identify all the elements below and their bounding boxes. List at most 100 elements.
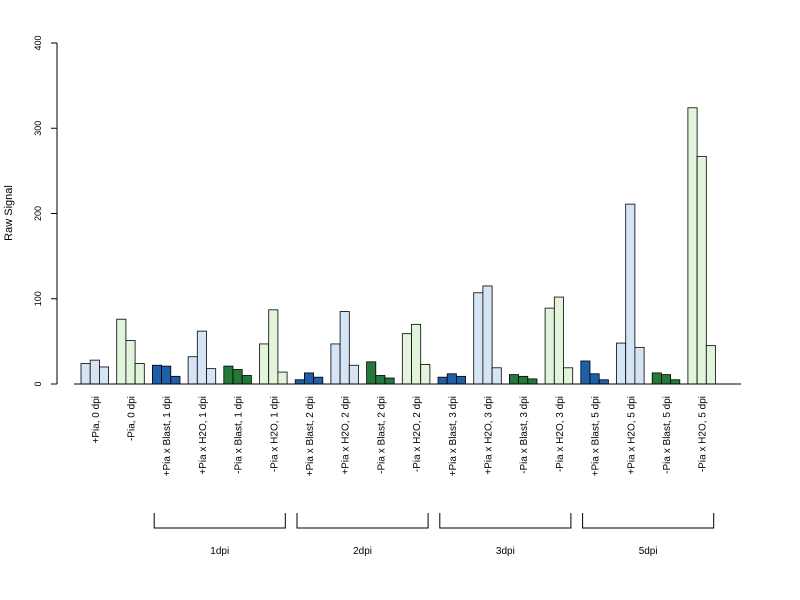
category-label: +Pia x H2O, 2 dpi bbox=[341, 396, 352, 475]
group-label: 5dpi bbox=[639, 546, 658, 557]
y-tick-label: 400 bbox=[33, 35, 43, 50]
bar bbox=[696, 155, 707, 385]
y-axis-title: Raw Signal bbox=[3, 185, 15, 241]
group-brackets: 1dpi 2dpi 3dpi 5dpi bbox=[153, 513, 715, 557]
bar bbox=[527, 378, 538, 385]
category-label: -Pia x Blast, 5 dpi bbox=[662, 396, 673, 474]
bar bbox=[99, 366, 110, 385]
bar bbox=[563, 367, 574, 385]
bar bbox=[446, 373, 457, 385]
bar-group bbox=[616, 203, 645, 385]
bar-group bbox=[437, 373, 466, 385]
y-axis: 0 100 200 300 400 bbox=[33, 35, 58, 387]
y-tick-label: 300 bbox=[33, 121, 43, 136]
bar bbox=[170, 375, 181, 385]
bar bbox=[589, 373, 600, 385]
bar-group bbox=[223, 365, 252, 385]
category-label: -Pia x H2O, 2 dpi bbox=[412, 396, 423, 472]
bar bbox=[80, 363, 91, 385]
bar-group bbox=[508, 374, 538, 385]
bar bbox=[330, 343, 341, 385]
bar bbox=[473, 292, 484, 385]
bar-group bbox=[687, 107, 716, 385]
category-label: +Pia x Blast, 2 dpi bbox=[305, 396, 316, 476]
bar bbox=[687, 107, 698, 385]
category-label: -Pia x H2O, 1 dpi bbox=[269, 396, 280, 472]
bar bbox=[206, 368, 217, 385]
category-label: -Pia x H2O, 5 dpi bbox=[698, 396, 709, 472]
bar-group bbox=[544, 296, 574, 385]
bar bbox=[384, 377, 395, 385]
bar-group bbox=[151, 364, 181, 385]
bar-group bbox=[187, 330, 217, 385]
bar bbox=[259, 343, 270, 385]
bar bbox=[125, 340, 136, 385]
group-label: 3dpi bbox=[496, 546, 515, 557]
bar-group bbox=[580, 360, 609, 385]
category-label: +Pia x Blast, 5 dpi bbox=[591, 396, 602, 476]
bar bbox=[375, 375, 386, 385]
group-label: 1dpi bbox=[210, 546, 229, 557]
bar bbox=[366, 361, 377, 385]
bar bbox=[116, 318, 127, 385]
bar bbox=[553, 296, 564, 385]
y-tick-label: 0 bbox=[33, 381, 43, 386]
bar bbox=[348, 364, 359, 385]
category-label: +Pia x Blast, 3 dpi bbox=[448, 396, 459, 476]
bar bbox=[420, 363, 431, 385]
bar bbox=[705, 345, 716, 385]
category-label: -Pia x Blast, 1 dpi bbox=[234, 396, 245, 474]
bracket-line bbox=[582, 513, 715, 529]
group-bracket: 1dpi bbox=[153, 513, 286, 557]
bar bbox=[277, 371, 288, 385]
bar bbox=[482, 285, 493, 385]
category-labels: +Pia, 0 dpi -Pia, 0 dpi +Pia x Blast, 1 dp… bbox=[91, 396, 709, 476]
group-bracket: 3dpi bbox=[439, 513, 572, 557]
category-label: +Pia x H2O, 1 dpi bbox=[198, 396, 209, 475]
bar bbox=[670, 379, 681, 385]
bar-group bbox=[330, 311, 359, 385]
bar bbox=[232, 369, 243, 385]
bar bbox=[661, 374, 672, 385]
bracket-line bbox=[153, 513, 286, 529]
category-label: -Pia x H2O, 3 dpi bbox=[555, 396, 566, 472]
bar bbox=[294, 379, 305, 385]
bars-layer bbox=[80, 107, 716, 385]
bar bbox=[223, 365, 234, 385]
bar bbox=[161, 365, 172, 385]
bracket-line bbox=[439, 513, 572, 529]
category-label: +Pia, 0 dpi bbox=[91, 396, 102, 444]
bar bbox=[544, 307, 555, 385]
bar bbox=[518, 375, 529, 385]
bar bbox=[89, 359, 100, 385]
bar-group bbox=[651, 372, 681, 385]
category-label: +Pia x Blast, 1 dpi bbox=[162, 396, 173, 476]
bar bbox=[598, 379, 609, 385]
bracket-line bbox=[296, 513, 429, 529]
bar-group bbox=[401, 323, 431, 385]
bar-group bbox=[366, 361, 395, 385]
category-label: -Pia, 0 dpi bbox=[127, 396, 138, 441]
bar bbox=[134, 363, 145, 385]
bar bbox=[651, 372, 662, 385]
category-label: -Pia x Blast, 2 dpi bbox=[376, 396, 387, 474]
bar bbox=[437, 376, 448, 385]
category-label: +Pia x H2O, 5 dpi bbox=[626, 396, 637, 475]
bar-group bbox=[80, 359, 110, 385]
group-bracket: 5dpi bbox=[582, 513, 715, 557]
bar bbox=[187, 356, 198, 385]
bar-group bbox=[116, 318, 145, 385]
y-tick-label: 200 bbox=[33, 206, 43, 221]
category-label: +Pia x H2O, 3 dpi bbox=[484, 396, 495, 475]
group-bracket: 2dpi bbox=[296, 513, 429, 557]
group-label: 2dpi bbox=[353, 546, 372, 557]
bar bbox=[625, 203, 636, 385]
bar bbox=[634, 346, 645, 385]
bar bbox=[339, 311, 350, 385]
bar bbox=[151, 364, 162, 385]
bar bbox=[411, 323, 422, 385]
bar bbox=[491, 367, 502, 385]
bar bbox=[303, 372, 314, 385]
bar bbox=[616, 342, 627, 385]
